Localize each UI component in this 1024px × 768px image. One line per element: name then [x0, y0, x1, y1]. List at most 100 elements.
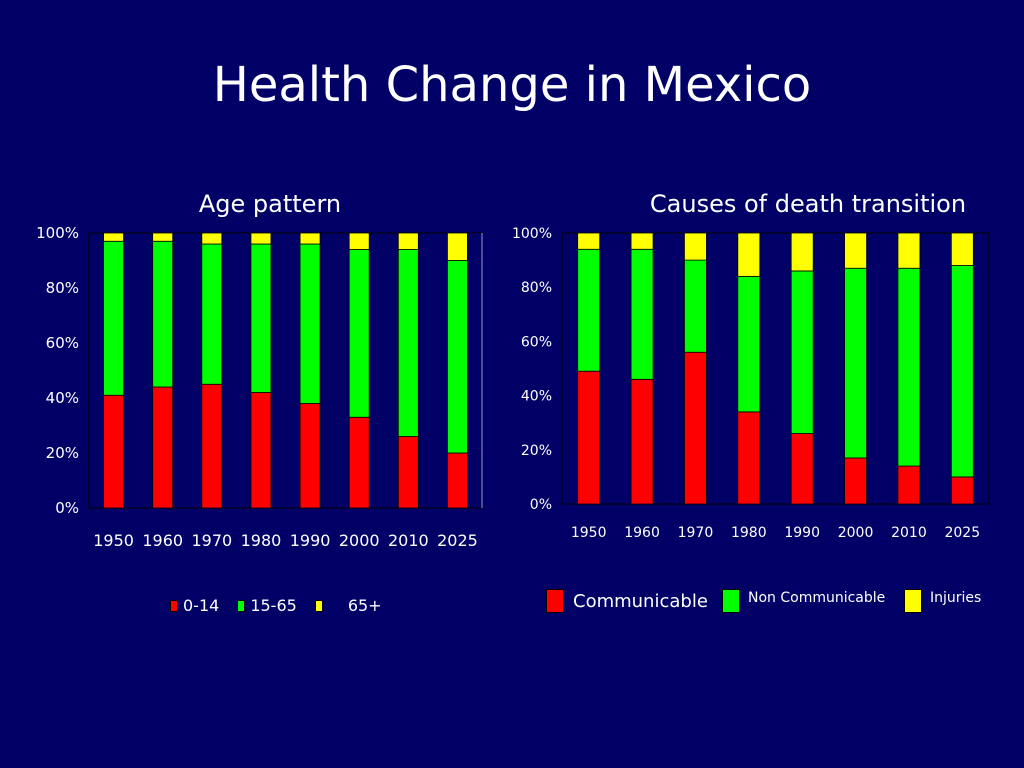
age-xtick-label: 1990	[290, 531, 331, 550]
age-bar-1960-series-2	[152, 232, 174, 242]
age-bar-1970-series-2	[201, 232, 223, 245]
age-bar-1980-series-2	[250, 232, 272, 245]
legend-label-0-14: 0-14	[183, 596, 220, 615]
cause-ytick-label: 80%	[521, 280, 552, 296]
age-bar-1980-series-1	[250, 243, 272, 393]
cause-bar-1970-series-1	[684, 259, 707, 353]
age-ytick-label: 100%	[36, 224, 79, 242]
cause-bar-1980-series-2	[737, 232, 761, 277]
age-bar-2010-series-1	[397, 249, 419, 437]
cause-bar-2010-series-2	[897, 232, 921, 269]
legend-item-15-65: 15-65	[237, 596, 297, 615]
age-bar-1960-series-0	[152, 386, 174, 509]
legend-label-communicable: Communicable	[573, 590, 708, 612]
age-legend: 0-14 15-65 65+	[170, 596, 400, 615]
age-bar-1950-series-0	[103, 394, 124, 509]
cause-bar-1980-series-1	[737, 275, 761, 413]
cause-ytick-label: 40%	[521, 389, 552, 405]
cause-bar-1950-series-2	[577, 232, 601, 250]
cause-bar-2025-series-1	[950, 265, 974, 478]
cause-xtick-label: 1970	[678, 525, 714, 541]
age-bar-1980-series-0	[250, 392, 272, 509]
cause-ytick-label: 100%	[512, 226, 552, 242]
age-bar-1970-series-0	[201, 383, 223, 509]
cause-bar-1950-series-1	[577, 248, 601, 372]
age-bar-2000-series-2	[348, 232, 370, 250]
legend-swatch-injuries	[904, 589, 922, 613]
cause-ytick-label: 20%	[521, 443, 552, 459]
cause-xtick-label: 2000	[838, 525, 874, 541]
cause-bar-2000-series-1	[844, 267, 867, 459]
age-xtick-label: 2010	[388, 531, 429, 550]
age-bar-1960-series-1	[152, 240, 174, 388]
cause-bar-2000-series-0	[844, 457, 867, 505]
age-bar-2025-series-2	[447, 232, 468, 261]
age-bar-1950-series-1	[103, 240, 124, 396]
age-bar-2000-series-1	[348, 249, 370, 418]
cause-bar-1960-series-1	[630, 248, 654, 380]
age-ytick-label: 20%	[46, 444, 79, 462]
age-xtick-label: 1980	[241, 531, 282, 550]
legend-label-15-65: 15-65	[250, 596, 297, 615]
age-bar-2025-series-0	[447, 452, 468, 509]
legend-swatch-0-14	[170, 599, 178, 612]
legend-item-65-plus: 65+	[314, 596, 382, 615]
legend-item-non-communicable: Non Communicable	[722, 589, 885, 613]
legend-label-65-plus: 65+	[347, 596, 382, 615]
age-bar-2025-series-1	[447, 260, 468, 454]
cause-bar-1990-series-2	[790, 232, 814, 272]
cause-xtick-label: 1950	[571, 525, 607, 541]
age-bar-2010-series-2	[397, 232, 419, 250]
legend-item-communicable: Communicable	[546, 589, 708, 613]
cause-bar-1990-series-0	[790, 433, 814, 505]
cause-ytick-label: 0%	[530, 497, 552, 513]
cause-xtick-label: 1960	[624, 525, 660, 541]
age-xtick-label: 1960	[142, 531, 183, 550]
cause-xtick-label: 2010	[891, 525, 927, 541]
cause-bar-2010-series-0	[897, 465, 921, 505]
cause-plot-frame	[561, 232, 990, 505]
age-bar-1950-series-2	[103, 232, 124, 242]
slide-title: Health Change in Mexico	[212, 57, 812, 113]
cause-bar-1980-series-0	[737, 411, 761, 505]
cause-bar-1960-series-0	[630, 378, 654, 505]
age-xtick-label: 2025	[437, 531, 478, 550]
age-ytick-label: 60%	[46, 334, 79, 352]
age-bar-2000-series-0	[348, 416, 370, 509]
age-chart-title: Age pattern	[199, 190, 341, 218]
legend-item-injuries: Injuries	[904, 589, 981, 613]
cause-chart-title: Causes of death transition	[650, 190, 966, 218]
age-xtick-label: 1970	[191, 531, 232, 550]
cause-xtick-label: 1990	[784, 525, 820, 541]
legend-swatch-communicable	[546, 589, 564, 613]
legend-swatch-65-plus	[314, 599, 323, 612]
age-bar-1990-series-2	[299, 232, 321, 245]
cause-xtick-label: 1980	[731, 525, 767, 541]
cause-bar-2025-series-0	[950, 476, 974, 505]
cause-bar-1970-series-2	[684, 232, 707, 261]
legend-swatch-15-65	[237, 599, 246, 612]
age-bar-1990-series-0	[299, 403, 321, 509]
legend-label-non-communicable: Non Communicable	[748, 590, 886, 606]
age-xtick-label: 2000	[339, 531, 380, 550]
cause-bar-2025-series-2	[950, 232, 974, 266]
cause-bar-1950-series-0	[577, 370, 601, 505]
cause-bar-1970-series-0	[684, 351, 707, 505]
age-ytick-label: 80%	[46, 279, 79, 297]
age-bar-1990-series-1	[299, 243, 321, 404]
cause-bar-2000-series-2	[844, 232, 867, 269]
cause-bar-1960-series-2	[630, 232, 654, 250]
cause-bar-1990-series-1	[790, 270, 814, 434]
age-bar-1970-series-1	[201, 243, 223, 385]
age-ytick-label: 40%	[46, 389, 79, 407]
legend-label-injuries: Injuries	[930, 590, 982, 606]
age-plot-frame	[88, 232, 483, 509]
legend-item-0-14: 0-14	[170, 596, 219, 615]
age-xtick-label: 1950	[93, 531, 134, 550]
cause-bar-2010-series-1	[897, 267, 921, 467]
cause-ytick-label: 60%	[521, 334, 552, 350]
cause-xtick-label: 2025	[944, 525, 980, 541]
age-ytick-label: 0%	[55, 499, 79, 517]
age-bar-2010-series-0	[397, 436, 419, 509]
